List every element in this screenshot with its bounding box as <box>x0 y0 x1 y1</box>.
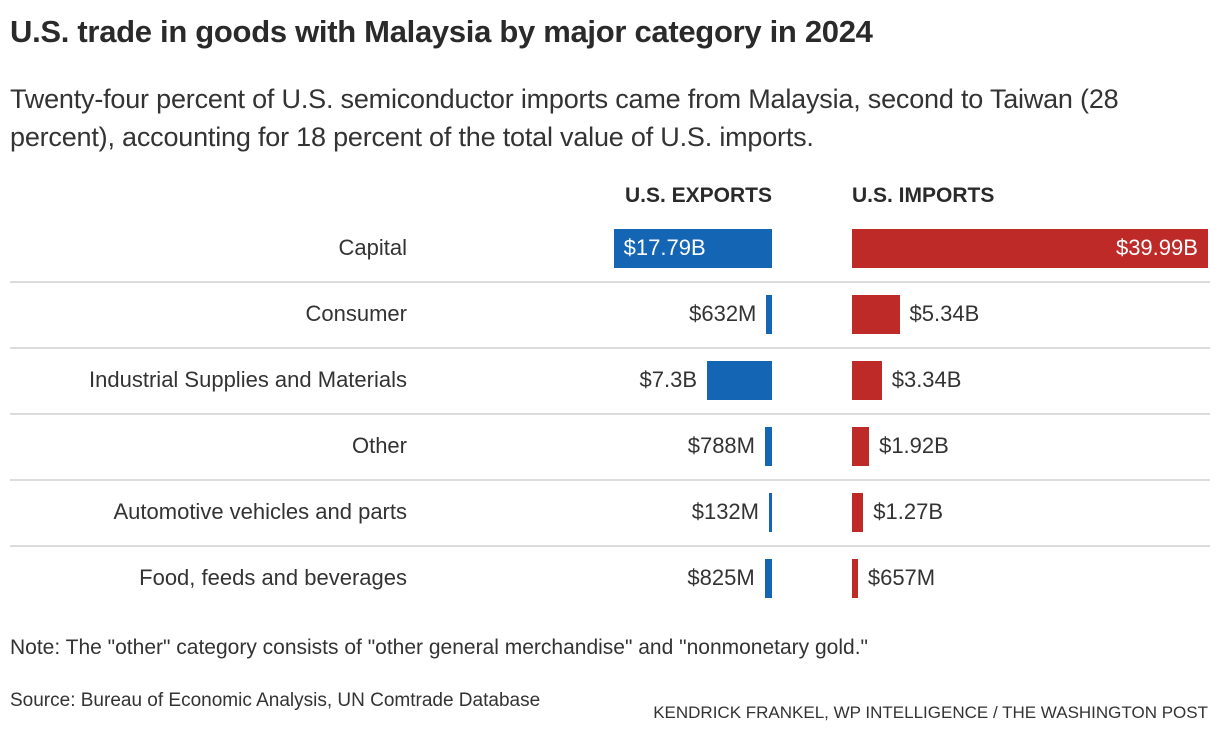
category-label: Food, feeds and beverages <box>139 565 407 590</box>
import-bar <box>852 427 870 466</box>
export-bar <box>764 427 772 466</box>
chart-source: Source: Bureau of Economic Analysis, UN … <box>10 690 541 711</box>
import-value-label: $3.34B <box>891 367 962 392</box>
category-row: Food, feeds and beverages $825M $657M <box>0 545 1220 611</box>
export-value-label: $17.79B <box>623 235 706 260</box>
export-value-label: $7.3B <box>639 367 698 392</box>
exports-column-header: U.S. EXPORTS <box>624 184 772 207</box>
import-bar <box>852 559 858 598</box>
import-value-label: $1.92B <box>879 433 949 458</box>
category-label: Capital <box>338 235 407 260</box>
export-value-label: $825M <box>687 565 755 590</box>
import-bar <box>852 361 882 400</box>
category-row: Industrial Supplies and Materials $7.3B $3… <box>0 347 1220 413</box>
export-value-label: $788M <box>687 433 755 458</box>
category-row: Automotive vehicles and parts $132M $1.27B <box>0 479 1220 545</box>
chart-note: Note: The "other" category consists of "… <box>10 636 868 659</box>
export-bar <box>766 295 772 334</box>
category-label: Industrial Supplies and Materials <box>89 367 407 392</box>
export-bar <box>707 361 772 400</box>
category-row: Other $788M $1.92B <box>0 413 1220 479</box>
chart-credit: KENDRICK FRANKEL, WP INTELLIGENCE / THE … <box>653 703 1208 722</box>
imports-column-header: U.S. IMPORTS <box>852 184 995 207</box>
chart-title: U.S. trade in goods with Malaysia by maj… <box>10 14 873 49</box>
export-value-label: $132M <box>691 499 759 524</box>
export-bar <box>769 493 772 532</box>
import-bar <box>852 229 1208 268</box>
import-value-label: $39.99B <box>1115 235 1198 260</box>
import-value-label: $657M <box>867 565 936 590</box>
export-bar <box>764 559 772 598</box>
category-row: Consumer $632M $5.34B <box>0 281 1220 347</box>
category-label: Automotive vehicles and parts <box>113 499 408 524</box>
import-value-label: $1.27B <box>873 499 944 524</box>
category-label: Other <box>351 433 407 458</box>
chart-rows: Capital $17.79B $39.99B Consumer $632M $5.34B… <box>0 215 1220 611</box>
category-label: Consumer <box>305 301 407 326</box>
import-value-label: $5.34B <box>909 301 980 326</box>
export-value-label: $632M <box>689 301 757 326</box>
chart-subtitle: Twenty-four percent of U.S. semiconducto… <box>10 84 1119 152</box>
category-row: Capital $17.79B $39.99B <box>0 215 1220 281</box>
import-bar <box>852 493 864 532</box>
import-bar <box>852 295 900 334</box>
export-bar <box>613 229 772 268</box>
